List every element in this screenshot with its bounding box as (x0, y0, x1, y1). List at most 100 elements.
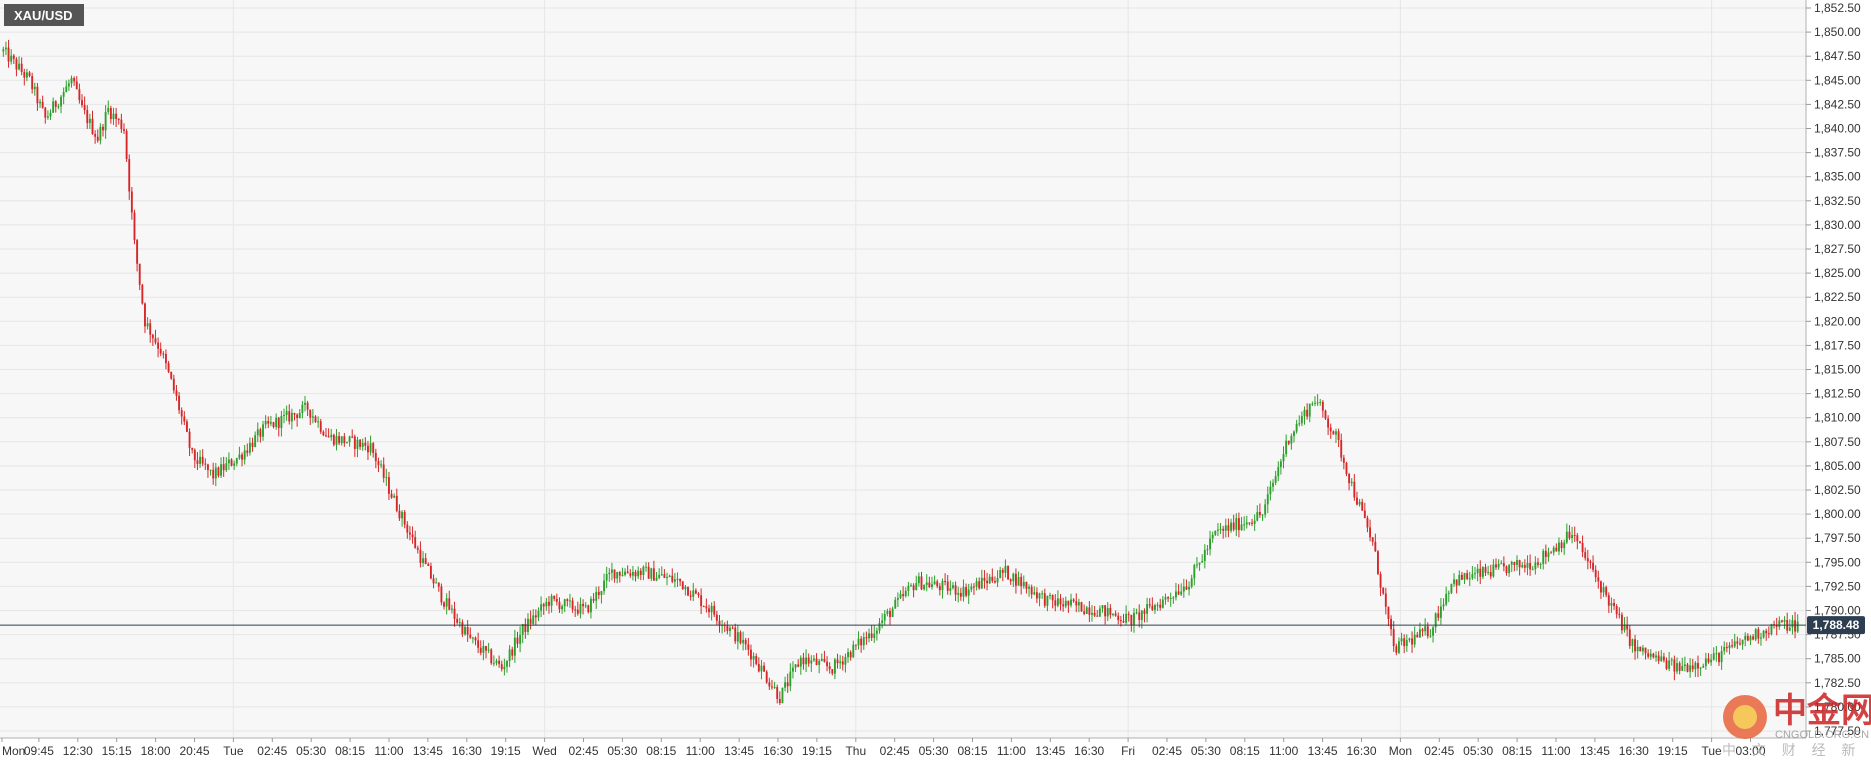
candle-body (20, 63, 23, 73)
candle-body (1290, 436, 1293, 444)
candle-body (419, 549, 422, 564)
x-tick-label: 16:30 (1346, 744, 1376, 758)
candle-body (841, 661, 844, 665)
candle-body (561, 606, 564, 610)
y-tick-label: 1,807.50 (1814, 435, 1861, 449)
candle-body (513, 637, 516, 656)
candle-body (1264, 504, 1267, 515)
candle-body (516, 637, 519, 644)
candle-body (532, 615, 535, 624)
candle-body (1599, 581, 1602, 593)
candle-body (479, 647, 482, 653)
x-tick-label: 08:15 (1502, 744, 1532, 758)
y-tick-label: 1,822.50 (1814, 290, 1861, 304)
candle-body (1489, 571, 1492, 577)
candle-body (1180, 591, 1183, 595)
candle-body (805, 657, 808, 665)
candle-body (311, 416, 314, 418)
candle-body (1439, 606, 1442, 618)
candle-body (1502, 563, 1505, 567)
y-tick-label: 1,782.50 (1814, 676, 1861, 690)
candle-body (1497, 563, 1500, 568)
candle-body (676, 578, 679, 580)
candle-body (346, 442, 348, 444)
candle-body (687, 586, 689, 596)
candle-body (729, 627, 731, 631)
candle-body (1665, 660, 1668, 669)
candle-body (151, 334, 154, 339)
candle-body (204, 463, 207, 465)
candle-body (550, 595, 553, 606)
candle-body (983, 577, 986, 581)
x-tick-label: 19:15 (491, 744, 521, 758)
candle-body (595, 591, 598, 601)
x-tick-label: 03:00 (1735, 744, 1765, 758)
candle-body (925, 582, 928, 585)
candle-body (1054, 600, 1057, 606)
y-tick-label: 1,835.00 (1814, 170, 1861, 184)
candle-body (1521, 565, 1524, 568)
candle-body (1219, 528, 1222, 530)
candle-body (165, 353, 167, 364)
candle-body (367, 445, 369, 453)
candle-body (826, 661, 828, 667)
candle-body (1138, 612, 1141, 620)
candle-body (917, 576, 920, 584)
candle-body (31, 75, 34, 90)
candle-body (938, 586, 941, 591)
candle-body (301, 404, 304, 413)
candle-body (1308, 404, 1311, 417)
candle-body (542, 604, 545, 607)
candle-body (839, 661, 842, 664)
candle-body (1335, 431, 1337, 435)
candle-body (1628, 629, 1631, 646)
candle-body (584, 605, 587, 607)
x-tick-label: Tue (223, 744, 244, 758)
x-tick-label: 08:15 (335, 744, 365, 758)
candle-body (1762, 630, 1765, 638)
candle-body (403, 511, 406, 525)
x-tick-label: 05:30 (607, 744, 637, 758)
candle-body (1725, 647, 1728, 649)
candle-body (1245, 522, 1248, 525)
candle-body (256, 429, 259, 436)
candle-body (1311, 403, 1314, 405)
candle-body (1300, 416, 1303, 424)
candle-body (1012, 573, 1015, 582)
candle-body (781, 687, 784, 703)
candle-body (1041, 593, 1044, 595)
candle-body (1009, 579, 1012, 582)
candle-body (742, 639, 745, 644)
candle-body (86, 110, 89, 124)
x-tick-label: 13:45 (1308, 744, 1338, 758)
candle-body (1169, 597, 1172, 599)
candle-body (1668, 660, 1671, 669)
candle-body (41, 101, 44, 108)
x-tick-label: 19:15 (1658, 744, 1688, 758)
candle-body (506, 661, 508, 667)
candle-body (1542, 550, 1545, 564)
candle-body (1736, 641, 1739, 644)
candle-body (388, 477, 390, 494)
y-tick-label: 1,830.00 (1814, 218, 1861, 232)
candle-body (314, 416, 317, 423)
candle-body (1781, 620, 1783, 622)
candle-body (146, 323, 149, 327)
candle-body (1395, 646, 1398, 653)
candle-body (1534, 562, 1537, 570)
candle-body (1198, 562, 1201, 565)
x-tick-label: 19:15 (802, 744, 832, 758)
candle-body (1576, 535, 1579, 542)
candle-body (1088, 607, 1091, 615)
candle-body (67, 83, 70, 87)
candle-body (1746, 635, 1749, 641)
candle-body (359, 439, 362, 447)
candle-body (713, 605, 716, 615)
candle-body (199, 456, 202, 464)
candle-body (1195, 564, 1198, 566)
candle-body (1222, 528, 1225, 531)
candle-body (225, 463, 228, 471)
candle-body (1757, 629, 1760, 639)
candle-body (1739, 643, 1741, 645)
